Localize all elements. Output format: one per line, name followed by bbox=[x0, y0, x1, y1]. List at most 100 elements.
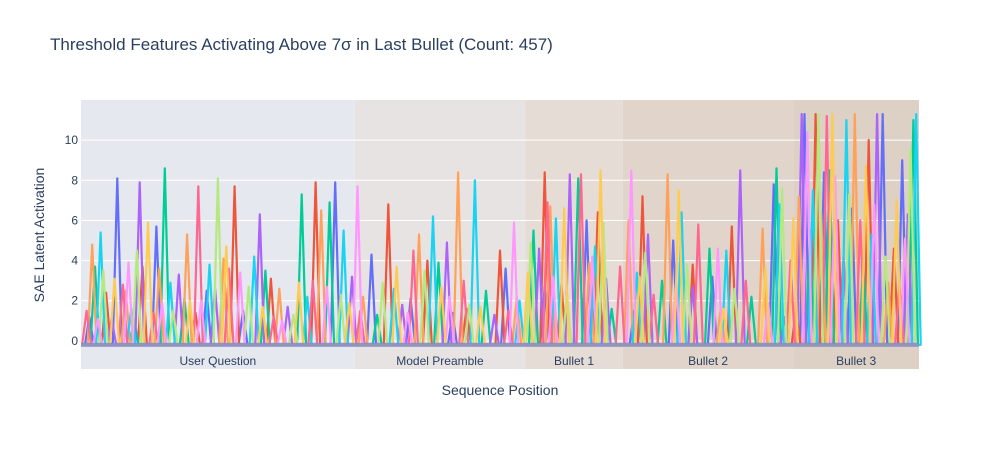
data-point[interactable] bbox=[812, 189, 814, 192]
data-point[interactable] bbox=[915, 113, 918, 115]
data-point[interactable] bbox=[591, 255, 593, 258]
data-point[interactable] bbox=[814, 113, 817, 115]
data-point[interactable] bbox=[644, 251, 647, 254]
data-point[interactable] bbox=[513, 221, 515, 224]
data-point[interactable] bbox=[127, 261, 130, 264]
data-point[interactable] bbox=[552, 275, 554, 278]
data-point[interactable] bbox=[543, 171, 546, 174]
data-point[interactable] bbox=[691, 285, 694, 288]
data-point[interactable] bbox=[532, 229, 535, 232]
data-point[interactable] bbox=[845, 119, 848, 121]
data-point[interactable] bbox=[233, 185, 236, 188]
data-point[interactable] bbox=[661, 279, 663, 282]
data-point[interactable] bbox=[580, 173, 582, 176]
data-point[interactable] bbox=[286, 305, 289, 308]
data-point[interactable] bbox=[792, 217, 795, 220]
data-point[interactable] bbox=[518, 299, 521, 302]
data-point[interactable] bbox=[122, 283, 124, 286]
data-point[interactable] bbox=[697, 223, 700, 226]
data-point[interactable] bbox=[253, 255, 255, 258]
data-point[interactable] bbox=[806, 131, 809, 133]
data-point[interactable] bbox=[306, 295, 309, 298]
data-point[interactable] bbox=[401, 303, 404, 306]
data-point[interactable] bbox=[116, 177, 119, 180]
data-point[interactable] bbox=[764, 267, 767, 270]
data-point[interactable] bbox=[876, 113, 878, 115]
data-point[interactable] bbox=[588, 261, 591, 264]
data-point[interactable] bbox=[247, 285, 250, 288]
data-point[interactable] bbox=[222, 257, 225, 260]
data-point[interactable] bbox=[873, 203, 876, 206]
data-point[interactable] bbox=[432, 215, 434, 218]
data-point[interactable] bbox=[577, 177, 580, 180]
data-point[interactable] bbox=[440, 285, 443, 288]
data-point[interactable] bbox=[298, 281, 300, 284]
data-point[interactable] bbox=[722, 307, 725, 310]
data-point[interactable] bbox=[627, 219, 630, 222]
data-point[interactable] bbox=[278, 287, 281, 290]
data-point[interactable] bbox=[499, 249, 501, 252]
data-point[interactable] bbox=[412, 249, 415, 252]
data-point[interactable] bbox=[351, 275, 353, 278]
data-point[interactable] bbox=[775, 167, 778, 170]
data-point[interactable] bbox=[555, 217, 557, 220]
data-point[interactable] bbox=[161, 301, 163, 304]
data-point[interactable] bbox=[636, 271, 638, 274]
data-point[interactable] bbox=[750, 295, 753, 298]
data-point[interactable] bbox=[326, 285, 328, 288]
data-point[interactable] bbox=[831, 113, 834, 115]
data-point[interactable] bbox=[686, 263, 688, 266]
data-point[interactable] bbox=[437, 261, 440, 264]
data-point[interactable] bbox=[457, 171, 459, 174]
data-point[interactable] bbox=[147, 221, 149, 224]
data-point[interactable] bbox=[312, 279, 314, 282]
data-point[interactable] bbox=[594, 245, 596, 248]
data-point[interactable] bbox=[800, 113, 803, 115]
data-point[interactable] bbox=[99, 231, 102, 234]
data-point[interactable] bbox=[529, 241, 532, 244]
data-point[interactable] bbox=[320, 209, 323, 212]
data-point[interactable] bbox=[546, 201, 549, 204]
data-point[interactable] bbox=[904, 237, 906, 240]
data-point[interactable] bbox=[200, 299, 202, 302]
data-point[interactable] bbox=[462, 279, 465, 282]
data-point[interactable] bbox=[803, 113, 806, 115]
data-point[interactable] bbox=[828, 169, 831, 172]
data-point[interactable] bbox=[781, 187, 783, 190]
data-point[interactable] bbox=[418, 233, 420, 236]
data-point[interactable] bbox=[865, 165, 867, 168]
data-point[interactable] bbox=[677, 189, 680, 192]
data-point[interactable] bbox=[261, 305, 264, 308]
data-point[interactable] bbox=[739, 169, 742, 172]
data-point[interactable] bbox=[652, 293, 655, 296]
data-point[interactable] bbox=[328, 201, 331, 204]
data-point[interactable] bbox=[672, 239, 674, 242]
data-point[interactable] bbox=[164, 167, 166, 170]
data-point[interactable] bbox=[270, 277, 272, 280]
data-point[interactable] bbox=[197, 185, 200, 188]
data-point[interactable] bbox=[225, 245, 228, 248]
data-point[interactable] bbox=[468, 303, 471, 306]
data-point[interactable] bbox=[569, 173, 571, 176]
data-point[interactable] bbox=[169, 281, 172, 284]
data-point[interactable] bbox=[172, 309, 174, 312]
data-point[interactable] bbox=[848, 193, 850, 196]
data-point[interactable] bbox=[507, 309, 510, 312]
data-point[interactable] bbox=[407, 311, 409, 314]
data-point[interactable] bbox=[152, 311, 155, 314]
data-point[interactable] bbox=[817, 113, 820, 115]
data-point[interactable] bbox=[85, 309, 88, 312]
data-point[interactable] bbox=[823, 171, 825, 174]
data-point[interactable] bbox=[474, 179, 476, 182]
data-point[interactable] bbox=[859, 219, 862, 222]
data-point[interactable] bbox=[96, 318, 99, 320]
data-point[interactable] bbox=[619, 265, 621, 268]
data-point[interactable] bbox=[158, 267, 161, 270]
data-point[interactable] bbox=[599, 169, 602, 172]
data-point[interactable] bbox=[376, 313, 378, 316]
series-lines[interactable] bbox=[81, 113, 922, 346]
data-point[interactable] bbox=[186, 233, 188, 236]
data-point[interactable] bbox=[356, 185, 359, 188]
data-point[interactable] bbox=[113, 277, 116, 280]
data-point[interactable] bbox=[485, 289, 487, 292]
